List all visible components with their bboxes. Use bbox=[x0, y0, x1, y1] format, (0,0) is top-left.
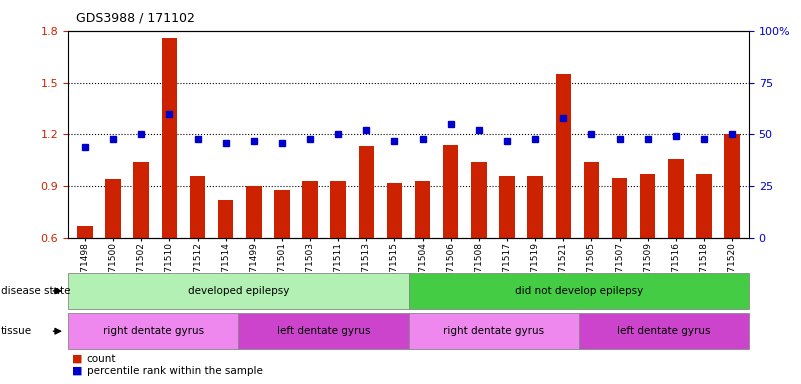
Bar bbox=[274, 190, 290, 238]
Bar bbox=[359, 147, 374, 238]
Bar bbox=[612, 177, 627, 238]
Bar bbox=[246, 186, 261, 238]
Bar bbox=[527, 176, 543, 238]
Bar bbox=[387, 183, 402, 238]
Bar bbox=[134, 162, 149, 238]
Text: left dentate gyrus: left dentate gyrus bbox=[276, 326, 370, 336]
Bar bbox=[77, 226, 93, 238]
Text: developed epilepsy: developed epilepsy bbox=[187, 286, 289, 296]
Text: ■: ■ bbox=[72, 366, 83, 376]
Bar bbox=[584, 162, 599, 238]
Text: right dentate gyrus: right dentate gyrus bbox=[103, 326, 203, 336]
Bar bbox=[640, 174, 655, 238]
Bar bbox=[190, 176, 205, 238]
Text: GDS3988 / 171102: GDS3988 / 171102 bbox=[76, 12, 195, 25]
Text: right dentate gyrus: right dentate gyrus bbox=[443, 326, 544, 336]
Bar bbox=[724, 134, 740, 238]
Bar bbox=[106, 179, 121, 238]
Text: count: count bbox=[87, 354, 116, 364]
Bar bbox=[668, 159, 683, 238]
Bar bbox=[162, 38, 177, 238]
Bar bbox=[556, 74, 571, 238]
Text: ■: ■ bbox=[72, 354, 83, 364]
Bar bbox=[443, 145, 458, 238]
Bar bbox=[499, 176, 515, 238]
Bar bbox=[302, 181, 318, 238]
Bar bbox=[471, 162, 486, 238]
Text: did not develop epilepsy: did not develop epilepsy bbox=[514, 286, 643, 296]
Bar bbox=[218, 200, 233, 238]
Bar bbox=[415, 181, 430, 238]
Text: disease state: disease state bbox=[1, 286, 70, 296]
Text: left dentate gyrus: left dentate gyrus bbox=[617, 326, 710, 336]
Text: tissue: tissue bbox=[1, 326, 32, 336]
Bar bbox=[331, 181, 346, 238]
Text: percentile rank within the sample: percentile rank within the sample bbox=[87, 366, 263, 376]
Bar bbox=[696, 174, 711, 238]
